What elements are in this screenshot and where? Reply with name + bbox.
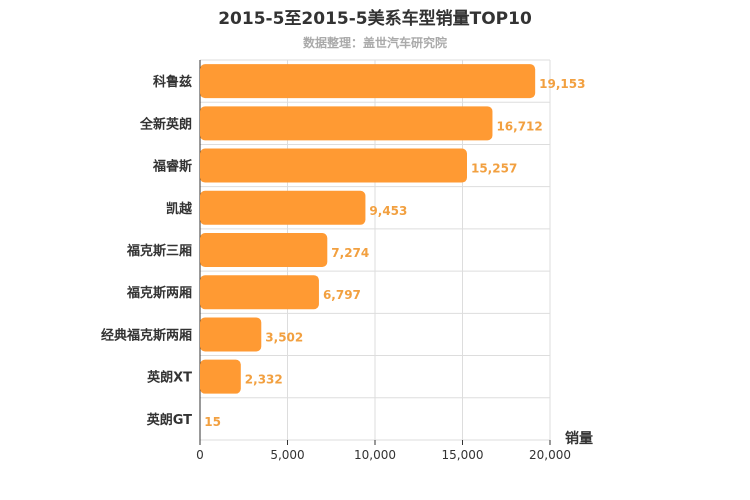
value-label: 19,153	[539, 77, 585, 91]
x-axis-ticks: 0 5,000 10,000 15,000 20,000	[196, 440, 571, 462]
x-tick-label: 20,000	[529, 448, 571, 462]
value-label: 15,257	[471, 162, 517, 176]
value-label: 16,712	[496, 119, 542, 133]
category-label: 全新英朗	[139, 116, 192, 132]
value-labels: 19,153 16,712 15,257 9,453 7,274 6,797 3,502 2,…	[204, 77, 585, 429]
chart-subtitle: 数据整理：盖世汽车研究院	[303, 35, 447, 50]
bar	[200, 64, 536, 99]
x-axis-label: 销量	[565, 430, 593, 447]
x-tick-label: 5,000	[270, 448, 304, 462]
bar	[200, 148, 467, 183]
bar	[200, 359, 241, 394]
category-label: 英朗XT	[146, 370, 192, 386]
x-tick-label: 0	[196, 448, 204, 462]
value-label: 6,797	[323, 288, 361, 302]
category-label: 福克斯三厢	[126, 243, 192, 259]
bar	[200, 233, 328, 267]
x-tick-label: 10,000	[354, 448, 396, 462]
bar	[200, 317, 262, 352]
value-label: 15	[204, 415, 221, 429]
bar	[200, 106, 493, 141]
value-label: 2,332	[245, 373, 283, 387]
category-label: 英朗GT	[146, 412, 192, 428]
category-label: 福克斯两厢	[126, 285, 192, 301]
bar	[200, 190, 366, 225]
value-label: 7,274	[331, 246, 369, 260]
value-label: 3,502	[265, 330, 303, 344]
chart-title: 2015-5至2015-5美系车型销量TOP10	[218, 8, 532, 29]
category-label: 经典福克斯两厢	[101, 327, 192, 343]
bar	[200, 275, 319, 310]
category-label: 福睿斯	[152, 159, 192, 175]
category-label: 凯越	[166, 201, 193, 217]
bars	[200, 64, 536, 394]
category-label: 科鲁兹	[153, 74, 192, 90]
x-tick-label: 15,000	[442, 448, 484, 462]
value-label: 9,453	[369, 204, 407, 218]
